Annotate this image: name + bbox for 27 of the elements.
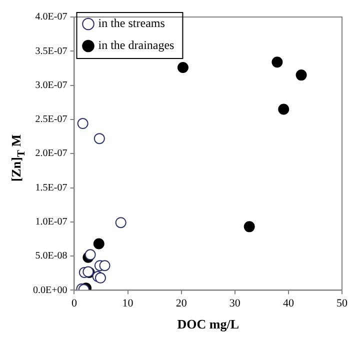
x-axis-title: DOC mg/L [177,316,240,332]
point [99,260,110,272]
x-tick-label: 20 [176,298,188,310]
y-tick-label: 3.5E-07 [35,46,68,57]
point [278,104,290,115]
point [272,56,283,68]
y-tick-label: 3.0E-07 [35,80,68,91]
point [177,62,188,74]
y-tick-label: 1.0E-07 [35,216,68,228]
y-tick-label: 1.5E-07 [35,182,68,194]
point [84,249,96,260]
x-tick-label: 40 [282,298,294,310]
point [93,238,104,250]
y-tick-label: 4.0E-07 [35,12,68,23]
x-tick-label: 10 [122,298,134,310]
y-tick-label: 2.5E-07 [35,114,68,126]
x-tick-label: 30 [229,298,241,310]
y-tick-label: 0.0E+00 [33,284,68,296]
legend-label: in the streams [98,16,166,30]
y-tick-label: 2.0E-07 [35,148,68,160]
y-tick-label: 5.0E-08 [35,250,68,262]
point [94,272,106,284]
x-tick-label: 0 [72,298,78,310]
point [296,70,307,81]
point [244,221,255,232]
x-tick-label: 50 [336,298,348,310]
legend-label: in the drainages [98,38,175,52]
